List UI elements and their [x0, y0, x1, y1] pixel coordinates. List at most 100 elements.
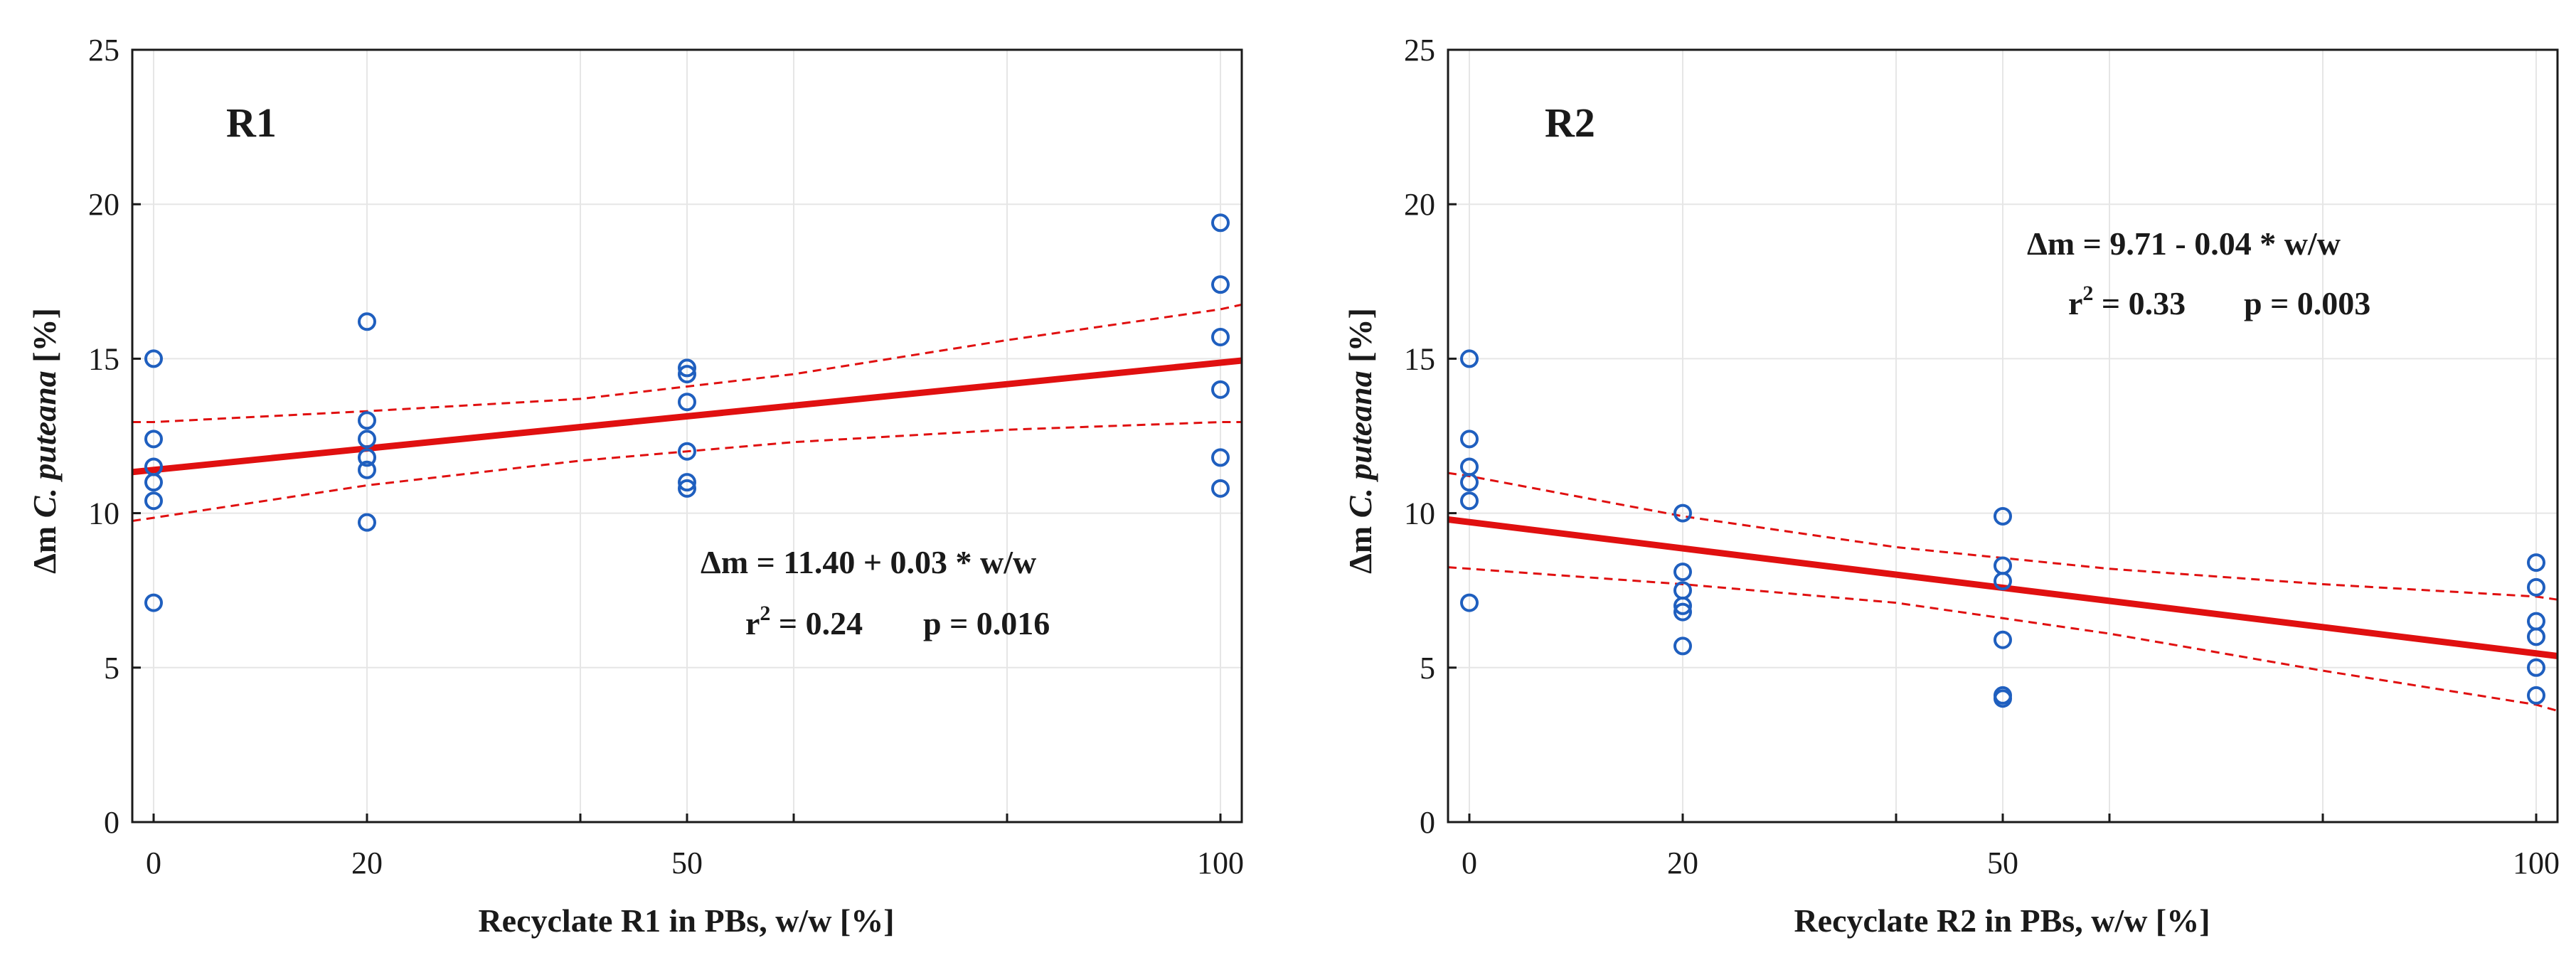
- x-tick-label: 50: [1987, 846, 2018, 880]
- axes: [1447, 48, 2559, 824]
- data-point: [1211, 327, 1230, 346]
- data-point: [1673, 636, 1692, 656]
- data-point: [1460, 473, 1479, 492]
- y-tick-label: 10: [88, 496, 119, 531]
- data-point: [1673, 503, 1692, 523]
- data-point: [678, 365, 696, 384]
- y-tick-label: 0: [1420, 805, 1435, 840]
- y-tick-label: 15: [88, 341, 119, 376]
- x-tick-label: 100: [1197, 846, 1244, 880]
- data-point: [678, 358, 696, 378]
- data-point: [1460, 491, 1479, 511]
- data-point: [1460, 430, 1479, 449]
- y-tick-label: 5: [1420, 651, 1435, 686]
- gridlines: [1448, 50, 2558, 822]
- r-squared-superscript: 2: [2082, 282, 2093, 305]
- data-point: [1994, 506, 2012, 526]
- data-point: [358, 411, 376, 430]
- panel-label: R2: [1545, 100, 1595, 146]
- data-point: [1460, 349, 1479, 368]
- data-point: [2527, 553, 2545, 572]
- data-point: [678, 442, 696, 461]
- data-point: [1994, 572, 2012, 591]
- ci-upper-line: [132, 303, 1242, 423]
- data-point: [678, 479, 696, 498]
- y-tick-label: 15: [1404, 341, 1435, 376]
- x-tick-label: 0: [1462, 846, 1477, 880]
- equation-text: Δm = 9.71 - 0.04 * w/w: [2027, 225, 2341, 262]
- x-tick-label: 0: [146, 846, 161, 880]
- data-points: [1460, 349, 2545, 708]
- chart-panel-r2: 0 5 10 15 20 25 0 20 50 100 R2 Δm = 9.71 - 0.04 *…: [1342, 33, 2560, 939]
- data-point: [144, 491, 163, 511]
- y-tick-label: 25: [1404, 33, 1435, 68]
- tick-labels: 0 5 10 15 20 25 0 20 50 100: [1404, 33, 2560, 880]
- r-squared-value: = 0.24: [770, 605, 863, 641]
- confidence-band: [132, 303, 1242, 522]
- r-squared-superscript: 2: [760, 602, 770, 625]
- data-point: [144, 473, 163, 492]
- r-squared-value: = 0.33: [2093, 285, 2186, 321]
- data-point: [1211, 275, 1230, 294]
- x-axis-title: Recyclate R2 in PBs, w/w [%]: [1794, 902, 2210, 939]
- y-axis-title: Δm C. puteana [%]: [1342, 308, 1378, 574]
- r-squared-symbol: r: [745, 605, 760, 641]
- y-tick-label: 0: [104, 805, 119, 840]
- gridlines: [132, 50, 1242, 822]
- axes: [131, 48, 1243, 824]
- data-point: [2527, 627, 2545, 646]
- y-axis-title-species: C. puteana: [26, 371, 63, 518]
- data-point: [1211, 479, 1230, 498]
- data-point: [358, 460, 376, 479]
- data-point: [2527, 658, 2545, 677]
- y-axis-title-unit: [%]: [26, 308, 63, 371]
- y-tick-label: 25: [88, 33, 119, 68]
- data-point: [2527, 577, 2545, 597]
- equation-text: Δm = 11.40 + 0.03 * w/w: [701, 544, 1036, 580]
- data-point: [1673, 563, 1692, 582]
- data-point: [1673, 596, 1692, 615]
- p-value-text: p = 0.016: [923, 605, 1050, 641]
- data-point: [358, 513, 376, 532]
- regression-line: [132, 357, 1242, 476]
- data-point: [678, 473, 696, 492]
- data-point: [144, 593, 163, 612]
- y-tick-label: 20: [88, 187, 119, 222]
- data-point: [358, 430, 376, 449]
- y-tick-label: 10: [1404, 496, 1435, 531]
- y-axis-title-prefix: Δm: [1342, 518, 1378, 574]
- ci-lower-line: [1447, 566, 2558, 713]
- tick-labels: 0 5 10 15 20 25 0 20 50 100: [88, 33, 1244, 880]
- x-tick-label: 20: [351, 846, 383, 880]
- x-tick-label: 50: [671, 846, 703, 880]
- y-axis-title-unit: [%]: [1342, 308, 1378, 371]
- y-axis-title-species: C. puteana: [1342, 371, 1378, 518]
- x-axis-title: Recyclate R1 in PBs, w/w [%]: [478, 902, 894, 939]
- data-point: [1994, 630, 2012, 649]
- r-squared-text: r2 = 0.33: [2068, 282, 2186, 321]
- x-tick-label: 20: [1667, 846, 1698, 880]
- ci-lower-line: [132, 421, 1242, 522]
- y-tick-label: 20: [1404, 187, 1435, 222]
- panel-label: R1: [226, 100, 277, 146]
- data-point: [1994, 689, 2012, 708]
- data-point: [678, 393, 696, 412]
- y-tick-label: 5: [104, 651, 119, 686]
- data-point: [1211, 448, 1230, 467]
- chart-panel-r1: 0 5 10 15 20 25 0 20 50 100 R1 Δm = 11.40 + 0.03 …: [26, 33, 1244, 939]
- fit-line: [132, 357, 1242, 476]
- p-value-text: p = 0.003: [2244, 285, 2370, 321]
- y-axis-title: Δm C. puteana [%]: [26, 308, 63, 574]
- data-point: [1211, 213, 1230, 233]
- data-point: [144, 430, 163, 449]
- data-point: [358, 312, 376, 331]
- data-point: [144, 349, 163, 368]
- r-squared-text: r2 = 0.24: [745, 602, 863, 641]
- data-point: [1211, 380, 1230, 399]
- data-point: [1673, 602, 1692, 622]
- data-points: [144, 213, 1230, 612]
- data-point: [2527, 686, 2545, 705]
- r-squared-symbol: r: [2068, 285, 2082, 321]
- data-point: [1460, 593, 1479, 612]
